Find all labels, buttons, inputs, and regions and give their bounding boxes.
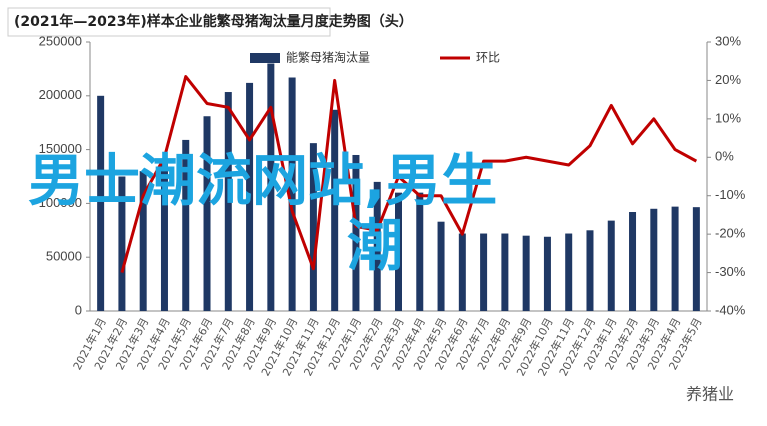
bar xyxy=(437,221,445,311)
bar xyxy=(288,77,296,312)
bar xyxy=(139,171,147,311)
chart-title: (2021年—2023年)样本企业能繁母猪淘汰量月度走势图（头） xyxy=(14,13,413,30)
y-tick-label: 200000 xyxy=(39,87,82,102)
bar xyxy=(501,233,509,311)
y2-tick-label: -20% xyxy=(715,226,746,241)
y2-tick-label: 10% xyxy=(715,110,741,125)
bar xyxy=(692,207,700,311)
bar xyxy=(160,160,168,311)
legend-label: 环比 xyxy=(476,51,500,65)
bar xyxy=(182,139,190,311)
bar xyxy=(395,192,402,311)
y2-tick-label: -10% xyxy=(715,187,746,202)
y2-tick-label: 0% xyxy=(715,149,734,164)
bar xyxy=(118,176,126,311)
y2-tick-label: -40% xyxy=(715,302,746,317)
y-tick-label: 50000 xyxy=(46,249,82,264)
bar xyxy=(650,208,658,311)
overlay-text: 潮 xyxy=(347,214,403,279)
y-tick-label: 100000 xyxy=(39,195,82,210)
bar xyxy=(543,236,551,311)
overlay-text: 男士潮流网站,男生 xyxy=(28,149,497,214)
bar xyxy=(97,95,105,311)
bar xyxy=(480,233,488,311)
bar xyxy=(671,206,679,311)
legend-label: 能繁母猪淘汰量 xyxy=(286,50,370,65)
bar xyxy=(224,92,232,311)
bar xyxy=(629,212,637,311)
bar xyxy=(331,109,339,312)
bar xyxy=(373,181,381,311)
line xyxy=(120,75,698,273)
y2-tick-label: 20% xyxy=(715,72,741,87)
bar xyxy=(246,82,254,311)
title-box xyxy=(7,7,331,37)
bar xyxy=(203,116,211,311)
y2-tick-label: 30% xyxy=(715,33,741,48)
y-tick-label: 0 xyxy=(75,302,82,317)
bar xyxy=(607,220,615,311)
legend-swatch xyxy=(250,53,280,63)
bar xyxy=(267,63,275,311)
bar xyxy=(309,143,317,311)
bar xyxy=(565,233,573,311)
y2-tick-label: -30% xyxy=(715,264,746,279)
bar xyxy=(586,230,594,311)
bar xyxy=(352,154,360,311)
bar xyxy=(522,235,530,311)
y-tick-label: 250000 xyxy=(39,33,82,48)
bar xyxy=(458,233,466,311)
y-tick-label: 150000 xyxy=(39,141,82,156)
bar xyxy=(416,192,424,311)
watermark: 养猪业 xyxy=(686,385,734,404)
